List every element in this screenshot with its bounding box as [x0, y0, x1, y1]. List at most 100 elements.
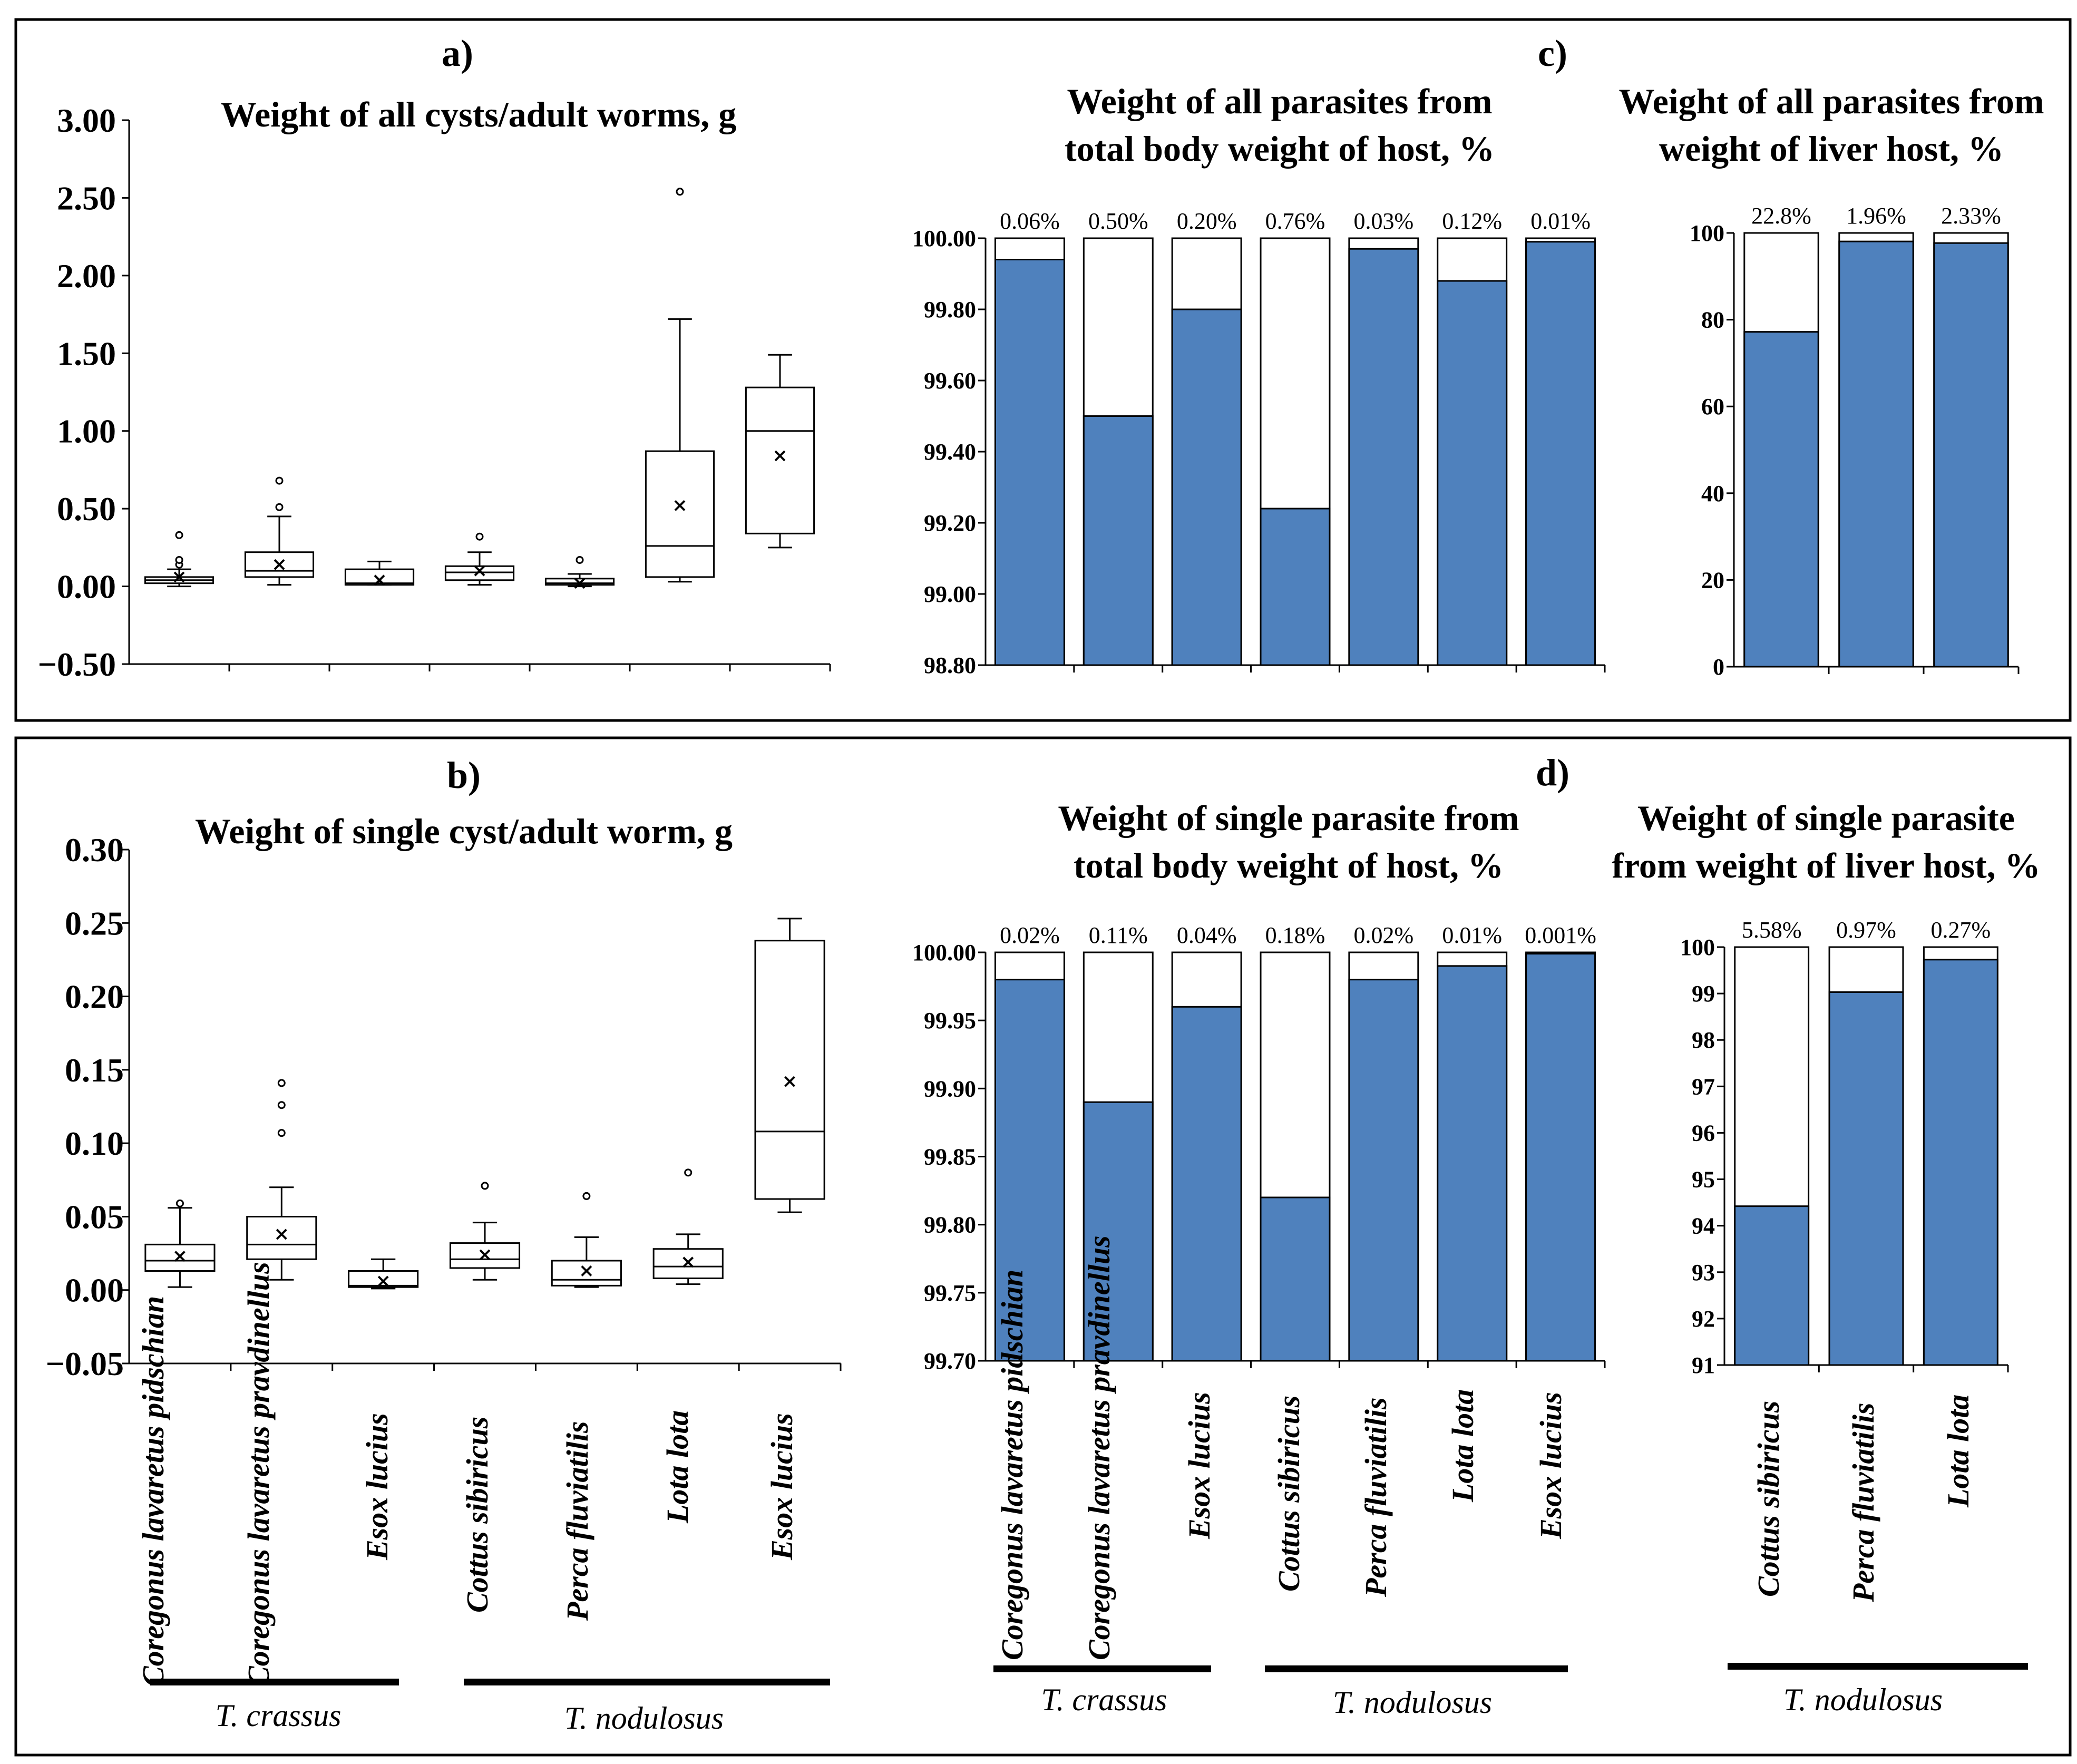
y-tick-label: −0.05 [46, 1345, 124, 1382]
chart-b-box-plot: 0.30 0.25 0.20 0.15 0.10 0.05 0.00 −0.05 [46, 831, 842, 1382]
y-tick-label: 0 [1713, 654, 1724, 680]
bar-data-label: 0.01% [1530, 208, 1591, 234]
chart-c1-bar-chart: 100.00 99.80 99.60 99.40 99.20 99.00 98.80 0.06… [912, 208, 1606, 678]
outlier-point [277, 1129, 286, 1137]
mean-marker-stroke [674, 500, 686, 511]
chart-c1-title-line1: Weight of all parasites from [1067, 81, 1492, 121]
mean-marker-stroke [479, 1249, 491, 1261]
box-6 [645, 188, 715, 583]
chart-d1-title-line2: total body weight of host, % [1074, 845, 1504, 885]
y-tick-label: 3.00 [57, 102, 116, 139]
chart-d2-title-line2: from weight of liver host, % [1612, 845, 2040, 885]
category-label: Coregonus lavaretus pravdinellus [1082, 1235, 1116, 1660]
chart-c2-title-line2: weight of liver host, % [1659, 129, 2004, 169]
bar-7 [1525, 241, 1596, 666]
box-mean-marker [474, 565, 485, 577]
box-iqr [551, 1260, 622, 1287]
box-iqr [544, 578, 615, 586]
category-label: Coregonus lavaretus pravdinellus [241, 1262, 276, 1687]
bar-2 [1083, 415, 1154, 666]
panel-label-a: a) [442, 32, 473, 74]
y-tick-label: 0.15 [65, 1051, 124, 1089]
bar-5 [1348, 248, 1419, 666]
bar-3 [1171, 1006, 1242, 1362]
bar-3 [1933, 242, 2009, 668]
chart-c2-bar-chart: 100 80 60 40 20 0 22.8% 1.96% 2.33% [1690, 203, 2020, 680]
chart-b-category-labels: Coregonus lavaretus pidschian Coregonus … [136, 1262, 799, 1687]
bar-data-label: 0.06% [1000, 208, 1060, 234]
category-label: Coregonus lavaretus pidschian [136, 1296, 170, 1687]
category-label: Cottus sibiricus [1751, 1401, 1786, 1597]
box-3 [344, 560, 415, 586]
y-tick-label: 2.50 [57, 179, 116, 217]
y-tick-label: 1.50 [57, 335, 116, 372]
chart-c2-title-line1: Weight of all parasites from [1618, 81, 2044, 121]
y-tick-label: 1.00 [57, 413, 116, 450]
box-4 [449, 1182, 521, 1281]
y-tick-label: 0.05 [65, 1198, 124, 1235]
mean-marker-stroke [474, 565, 485, 577]
box-mean-marker [774, 450, 786, 462]
y-tick-label: 80 [1701, 307, 1724, 333]
y-tick-label: 99.60 [924, 368, 976, 394]
mean-marker-stroke [581, 1265, 592, 1276]
box-7 [754, 918, 825, 1213]
category-label: Esox lucius [765, 1413, 799, 1561]
bar-6 [1437, 965, 1508, 1362]
bar-data-label: 0.01% [1442, 922, 1502, 948]
bar-2 [1828, 991, 1904, 1366]
category-label: Lota lota [1941, 1395, 1975, 1508]
bar-1 [1743, 331, 1819, 668]
y-tick-label: 99 [1692, 981, 1715, 1007]
category-label: Coregonus lavaretus pidschian [995, 1270, 1029, 1660]
chart-d1-bar-chart: 100.00 99.95 99.90 99.85 99.80 99.75 99.70 0.02… [912, 922, 1606, 1374]
y-tick-label: 99.40 [924, 439, 976, 465]
y-tick-label: 99.90 [924, 1076, 976, 1102]
mean-marker-stroke [173, 571, 185, 583]
box-3 [348, 1258, 419, 1290]
chart-d2-category-labels: Cottus sibiricus Perca fluviatilis Lota … [1751, 1395, 1975, 1603]
bar-3 [1923, 959, 1998, 1366]
y-tick-label: 2.00 [57, 257, 116, 295]
bar-4 [1260, 1196, 1331, 1362]
bar-2 [1083, 1101, 1154, 1362]
chart-a-box-plot: 3.00 2.50 2.00 1.50 1.00 0.50 0.00 −0.50 [38, 102, 831, 683]
chart-d2-bar-chart: 100 99 98 97 96 95 94 93 92 91 5.58% 0.97% 0.27% [1680, 917, 2009, 1378]
group-bar-t-nodulosus [464, 1679, 830, 1685]
category-label: Lota lota [1446, 1389, 1480, 1503]
chart-b-title: Weight of single cyst/adult worm, g [195, 811, 733, 851]
box-mean-marker [574, 578, 586, 589]
y-tick-label: 60 [1701, 394, 1724, 420]
y-tick-label: 95 [1692, 1167, 1715, 1193]
box-mean-marker [276, 1229, 287, 1240]
y-tick-label: 97 [1692, 1074, 1715, 1099]
group-label-t-crassus: T. crassus [216, 1698, 342, 1733]
group-label-t-nodulosus: T. nodulosus [1783, 1682, 1943, 1717]
bottom-panel-frame [14, 736, 2072, 1757]
y-tick-label: 98.80 [924, 652, 976, 678]
box-iqr [348, 1270, 419, 1288]
outlier-point [676, 188, 684, 196]
y-tick-label: 0.25 [65, 904, 124, 942]
bar-data-label: 0.97% [1836, 917, 1896, 943]
panel-label-b: b) [447, 754, 481, 796]
group-label-t-nodulosus: T. nodulosus [564, 1701, 724, 1736]
category-label: Esox lucius [360, 1413, 394, 1561]
y-tick-label: 91 [1692, 1352, 1715, 1378]
box-iqr [745, 386, 815, 534]
box-mean-marker [581, 1265, 592, 1276]
mean-marker-stroke [784, 1076, 795, 1087]
bar-data-label: 0.12% [1442, 208, 1502, 234]
bar-6 [1437, 280, 1508, 666]
y-tick-label: 99.95 [924, 1008, 976, 1034]
box-1 [144, 531, 214, 588]
top-panel-frame [14, 18, 2072, 722]
group-bar-t-crassus [993, 1665, 1211, 1672]
bar-data-label: 0.11% [1089, 922, 1148, 948]
outlier-point [175, 555, 183, 564]
chart-d1-category-labels: Coregonus lavaretus pidschian Coregonus … [995, 1235, 1568, 1660]
y-tick-label: 92 [1692, 1306, 1715, 1332]
bar-data-label: 0.04% [1177, 922, 1237, 948]
y-tick-label: 100 [1690, 220, 1724, 246]
